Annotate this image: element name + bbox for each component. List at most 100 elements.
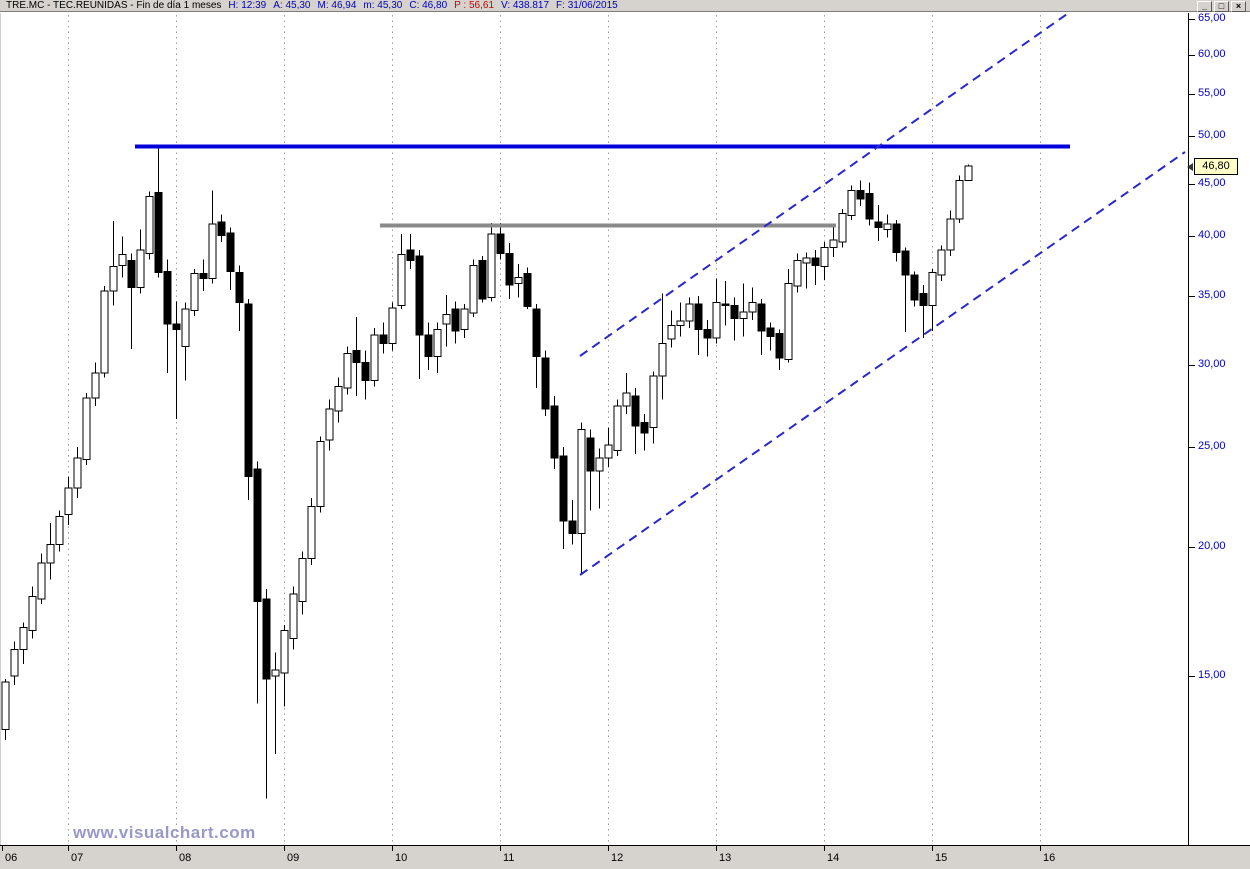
- time-axis-label: 14: [827, 852, 840, 864]
- candle: [190, 273, 199, 312]
- candle: [91, 372, 100, 399]
- time-axis[interactable]: 06 07 08 09 10 11 12 13 14 15 16: [0, 845, 1250, 869]
- price-axis-tick: [1189, 54, 1195, 56]
- time-axis-tick: [68, 846, 69, 851]
- candle: [838, 212, 847, 243]
- candle: [748, 302, 757, 313]
- candle: [451, 308, 460, 332]
- candle: [460, 308, 469, 330]
- time-axis-label: 07: [71, 852, 84, 864]
- candle: [919, 293, 928, 306]
- price-axis-label: 60,00: [1198, 47, 1226, 60]
- candle: [703, 328, 712, 339]
- candle: [559, 455, 568, 522]
- candle: [721, 303, 730, 306]
- candle: [829, 239, 838, 249]
- candle: [55, 516, 64, 546]
- price-axis[interactable]: 65,00 60,00 55,00 50,00 45,00 40,00 35,00 30,00…: [1189, 11, 1250, 845]
- candle: [73, 457, 82, 489]
- candle: [298, 557, 307, 603]
- candle: [127, 260, 136, 288]
- candle: [100, 290, 109, 374]
- title-segment: H: 12:39: [228, 0, 267, 11]
- candle: [1, 681, 10, 731]
- candle: [874, 221, 883, 229]
- candle: [901, 250, 910, 276]
- candle: [10, 649, 19, 677]
- candle: [658, 342, 667, 377]
- title-segment: F: 31/06/2015: [556, 0, 618, 11]
- candle: [784, 283, 793, 360]
- candle: [649, 375, 658, 429]
- price-axis-tick: [1189, 365, 1195, 367]
- candle: [208, 223, 217, 280]
- price-axis-label: 55,00: [1198, 86, 1226, 99]
- candle: [163, 270, 172, 325]
- candle: [217, 221, 226, 236]
- price-axis-tick: [1189, 236, 1195, 238]
- candle: [622, 392, 631, 407]
- candle: [154, 192, 163, 274]
- candle: [64, 487, 73, 516]
- candle: [667, 324, 676, 340]
- candle: [865, 193, 874, 220]
- price-axis-label: 65,00: [1198, 11, 1226, 24]
- candle: [532, 308, 541, 357]
- price-axis-tick: [1189, 183, 1195, 185]
- price-axis-tick: [1189, 18, 1195, 20]
- title-segment: m: 45,30: [363, 0, 403, 11]
- time-axis-label: 08: [179, 852, 192, 864]
- last-price-arrow-icon: [1187, 163, 1193, 171]
- price-axis-label: 45,00: [1198, 176, 1226, 189]
- candle: [847, 190, 856, 217]
- candle: [496, 233, 505, 255]
- candle: [406, 249, 415, 262]
- candle: [811, 257, 820, 266]
- candlestick-canvas[interactable]: [0, 0, 1188, 869]
- candle: [604, 444, 613, 459]
- candle: [82, 397, 91, 461]
- time-axis-label: 06: [5, 852, 18, 864]
- window-controls: _ □ ×: [1197, 1, 1246, 12]
- time-axis-tick: [2, 846, 3, 851]
- close-button[interactable]: ×: [1231, 1, 1246, 12]
- time-axis-label: 10: [395, 852, 408, 864]
- candle: [271, 669, 280, 677]
- candle: [253, 468, 262, 603]
- maximize-button[interactable]: □: [1214, 1, 1229, 12]
- minimize-button[interactable]: _: [1197, 1, 1212, 12]
- channel-upper-trendline[interactable]: [579, 11, 1071, 357]
- candle: [352, 350, 361, 363]
- candle: [739, 311, 748, 320]
- candle: [145, 196, 154, 255]
- candle: [46, 544, 55, 564]
- candle: [37, 562, 46, 600]
- candle: [307, 505, 316, 559]
- chart-title-bar: TRE.MC - TEC.REUNIDAS - Fin de día 1 mes…: [0, 0, 1250, 12]
- candle: [568, 520, 577, 535]
- time-axis-label: 11: [503, 852, 515, 864]
- candle: [487, 233, 496, 298]
- candle: [235, 272, 244, 304]
- time-axis-label: 15: [935, 852, 948, 864]
- time-axis-tick: [716, 846, 717, 851]
- candle: [370, 334, 379, 381]
- price-axis-tick: [1189, 296, 1195, 298]
- candle: [28, 596, 37, 631]
- candle: [172, 323, 181, 330]
- price-axis-label: 15,00: [1198, 668, 1226, 681]
- candle: [244, 303, 253, 478]
- candle: [883, 223, 892, 231]
- candle: [334, 386, 343, 412]
- candle: [289, 593, 298, 640]
- candle: [199, 273, 208, 280]
- channel-lower-trendline[interactable]: [579, 151, 1186, 576]
- candle: [910, 274, 919, 301]
- price-axis-label: 30,00: [1198, 358, 1226, 371]
- plot-left-border: [0, 13, 1, 845]
- candle: [316, 441, 325, 507]
- candle: [937, 249, 946, 276]
- price-chart-area[interactable]: [0, 11, 1188, 845]
- candle: [361, 361, 370, 381]
- candle: [109, 265, 118, 292]
